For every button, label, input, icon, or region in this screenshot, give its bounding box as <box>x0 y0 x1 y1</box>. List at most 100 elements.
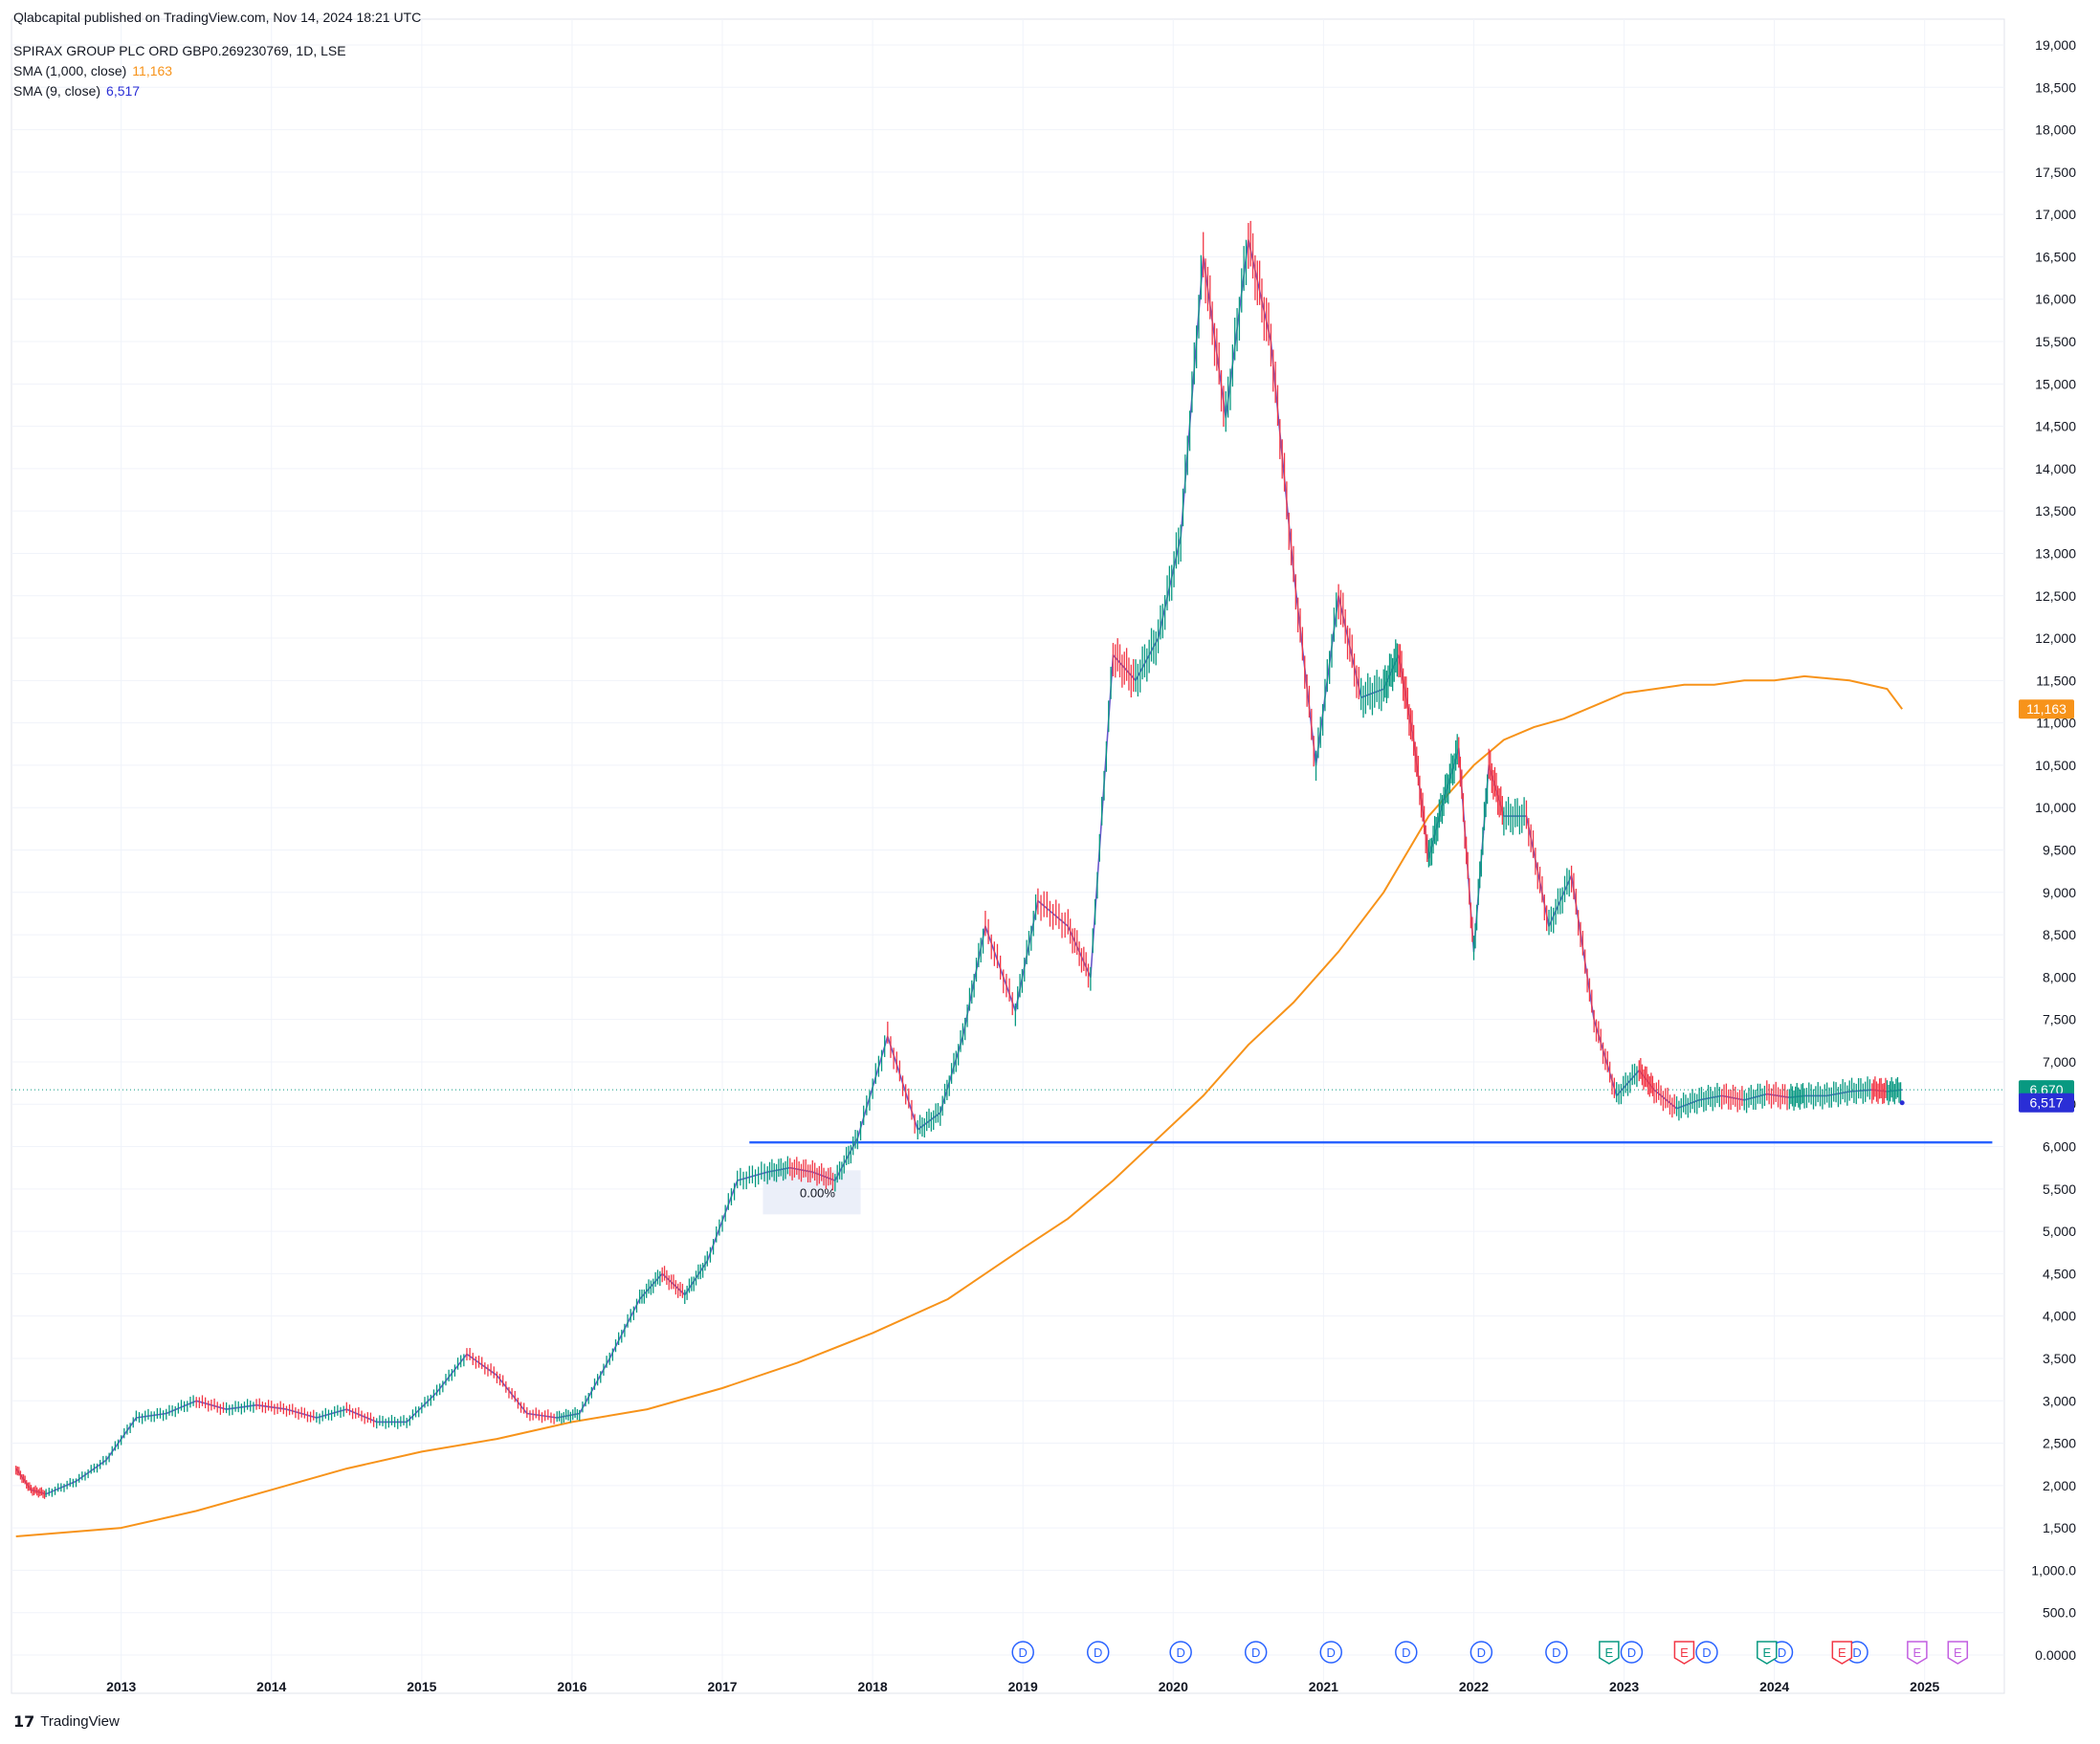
earnings-marker[interactable] <box>1907 1641 1928 1665</box>
y-tick-label: 13,500 <box>2035 503 2076 519</box>
earnings-marker-label: E <box>1680 1645 1689 1660</box>
price-label-text: 6,517 <box>2029 1095 2063 1111</box>
y-tick-label: 12,000 <box>2035 630 2076 646</box>
dividend-marker[interactable] <box>1620 1641 1644 1664</box>
publisher-line: Qlabcapital published on TradingView.com… <box>13 10 422 25</box>
price-series <box>15 220 1905 1499</box>
x-tick-label: 2020 <box>1159 1679 1188 1694</box>
dividend-marker[interactable] <box>1244 1641 1268 1664</box>
price-close-line <box>15 238 1903 1495</box>
earnings-marker-label: E <box>1913 1645 1922 1660</box>
y-tick-label: 5,000 <box>2043 1224 2076 1239</box>
dividend-marker[interactable] <box>1470 1641 1493 1664</box>
grid <box>11 18 2005 1694</box>
earnings-marker-label: E <box>1838 1645 1846 1660</box>
x-tick-label: 2016 <box>557 1679 586 1694</box>
y-tick-label: 5,500 <box>2043 1181 2076 1197</box>
y-tick-label: 1,500 <box>2043 1520 2076 1535</box>
y-tick-label: 14,000 <box>2035 461 2076 476</box>
y-tick-label: 14,500 <box>2035 419 2076 434</box>
y-tick-label: 15,000 <box>2035 376 2076 391</box>
dividend-marker[interactable] <box>1011 1641 1034 1664</box>
x-tick-label: 2024 <box>1759 1679 1789 1694</box>
y-tick-label: 4,000 <box>2043 1309 2076 1324</box>
dividend-marker-label: D <box>1627 1645 1636 1660</box>
y-tick-label: 6,000 <box>2043 1139 2076 1155</box>
x-tick-label: 2025 <box>1910 1679 1939 1694</box>
y-tick-label: 500.0 <box>2043 1605 2076 1621</box>
dividend-marker-label: D <box>1778 1645 1786 1660</box>
tradingview-brand-text: TradingView <box>40 1713 120 1730</box>
symbol-title[interactable]: SPIRAX GROUP PLC ORD GBP0.269230769, 1D,… <box>13 43 346 58</box>
dividend-marker[interactable] <box>1087 1641 1110 1664</box>
plot-frame <box>11 18 2005 1694</box>
indicator-sma-1000-value: 11,163 <box>132 63 173 78</box>
time-axis[interactable]: 2013 2014 2015 2016 2017 2018 2019 2020 2021 2022… <box>106 1679 1939 1694</box>
earnings-marker[interactable] <box>1947 1641 1969 1665</box>
range-measure-box[interactable]: 0.00% <box>763 1170 861 1215</box>
range-box[interactable] <box>763 1170 861 1215</box>
indicator-sma-9-label: SMA (9, close) <box>13 83 101 99</box>
dividend-marker-label: D <box>1094 1645 1102 1660</box>
y-tick-label: 16,000 <box>2035 292 2076 307</box>
earnings-marker-label: E <box>1605 1645 1614 1660</box>
x-tick-label: 2013 <box>106 1679 136 1694</box>
y-tick-label: 18,000 <box>2035 122 2076 138</box>
y-tick-label: 9,500 <box>2043 843 2076 858</box>
indicator-sma-1000[interactable]: SMA (1,000, close) 11,163 <box>13 62 172 79</box>
y-tick-label: 13,000 <box>2035 545 2076 561</box>
indicator-sma-9-value: 6,517 <box>106 83 141 99</box>
price-label-box <box>2019 1093 2074 1113</box>
dividend-marker-label: D <box>1552 1645 1560 1660</box>
sma-1000-line <box>15 674 1904 1537</box>
x-tick-label: 2014 <box>256 1679 286 1694</box>
y-tick-label: 7,500 <box>2043 1012 2076 1027</box>
x-tick-label: 2022 <box>1459 1679 1489 1694</box>
dividend-marker[interactable] <box>1545 1641 1568 1664</box>
y-tick-label: 3,500 <box>2043 1351 2076 1366</box>
y-tick-label: 8,500 <box>2043 927 2076 942</box>
y-tick-label: 10,000 <box>2035 800 2076 815</box>
range-box-label: 0.00% <box>800 1185 835 1200</box>
y-tick-label: 18,500 <box>2035 79 2076 95</box>
x-tick-label: 2021 <box>1309 1679 1338 1694</box>
event-markers[interactable]: D D D D D D D D D D D DE E E E E E <box>1011 1641 1969 1665</box>
y-tick-label: 9,000 <box>2043 885 2076 900</box>
y-tick-label: 1,000.0 <box>2031 1562 2076 1578</box>
dividend-marker-label: D <box>1019 1645 1028 1660</box>
tradingview-logo[interactable]: 17 TradingView <box>13 1712 120 1731</box>
x-tick-label: 2018 <box>858 1679 888 1694</box>
y-tick-label: 2,500 <box>2043 1436 2076 1451</box>
x-tick-label: 2023 <box>1609 1679 1639 1694</box>
earnings-marker-label: E <box>1762 1645 1771 1660</box>
dividend-marker[interactable] <box>1395 1641 1418 1664</box>
earnings-marker[interactable] <box>1673 1641 1695 1665</box>
earnings-marker[interactable] <box>1831 1641 1853 1665</box>
indicator-sma-1000-label: SMA (1,000, close) <box>13 63 127 78</box>
indicator-sma-9[interactable]: SMA (9, close) 6,517 <box>13 82 140 99</box>
y-tick-label: 10,500 <box>2035 758 2076 773</box>
y-tick-label: 11,500 <box>2036 673 2076 688</box>
y-tick-label: 2,000 <box>2043 1478 2076 1493</box>
tradingview-logo-icon: 17 <box>13 1712 35 1731</box>
dividend-marker[interactable] <box>1169 1641 1192 1664</box>
sma-1000-path <box>15 674 1904 1537</box>
dividend-marker[interactable] <box>1695 1641 1718 1664</box>
price-axis[interactable]: 0.0000 500.0 1,000.0 1,500 2,000 2,500 3,000 3,… <box>2031 37 2076 1663</box>
dividend-marker-label: D <box>1477 1645 1486 1660</box>
x-tick-label: 2015 <box>407 1679 436 1694</box>
dividend-marker-label: D <box>1176 1645 1184 1660</box>
dividend-marker-label: D <box>1402 1645 1410 1660</box>
y-tick-label: 0.0000 <box>2035 1647 2076 1663</box>
earnings-marker[interactable] <box>1599 1641 1620 1665</box>
dividend-marker[interactable] <box>1319 1641 1342 1664</box>
y-tick-label: 17,500 <box>2035 165 2076 180</box>
dividend-marker-label: D <box>1702 1645 1711 1660</box>
earnings-marker[interactable] <box>1757 1641 1778 1665</box>
y-tick-label: 3,000 <box>2043 1393 2076 1408</box>
x-tick-label: 2017 <box>707 1679 737 1694</box>
y-tick-label: 11,000 <box>2036 716 2076 731</box>
y-tick-label: 4,500 <box>2043 1266 2076 1281</box>
dividend-marker-label: D <box>1327 1645 1336 1660</box>
